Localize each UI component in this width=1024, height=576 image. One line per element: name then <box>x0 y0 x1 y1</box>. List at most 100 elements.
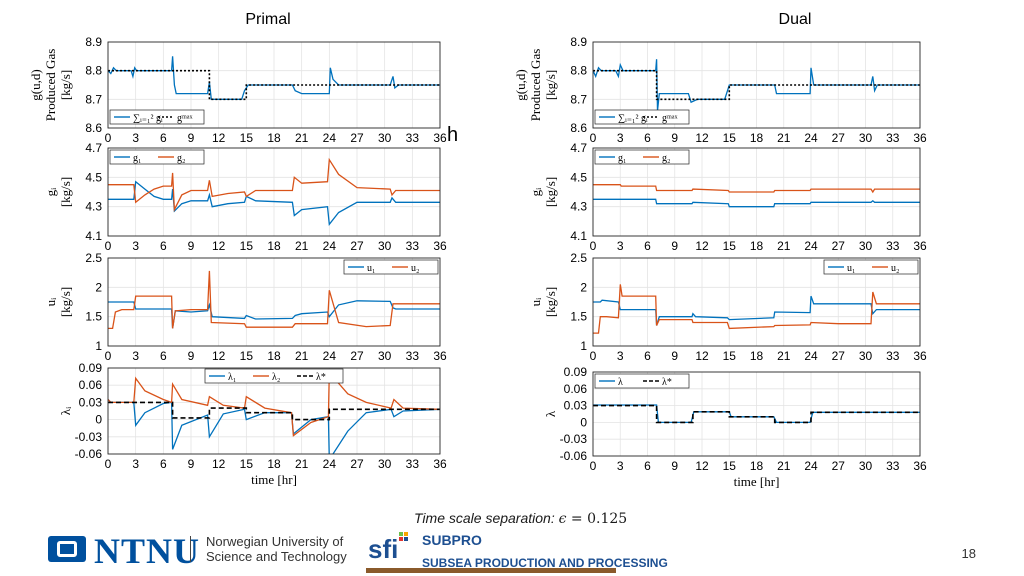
primal-gi-xtick-label: 0 <box>105 239 112 253</box>
primal-ui-ytick-label: 2 <box>95 280 102 294</box>
dual-gi-xtick-label: 21 <box>777 239 791 253</box>
dual-gas-ytick-label: 8.9 <box>570 35 587 49</box>
primal-gi-xtick-label: 9 <box>188 239 195 253</box>
primal-gi-xtick-label: 6 <box>160 239 167 253</box>
dual-gas-xtick-label: 24 <box>804 131 818 145</box>
primal-gi-ylabel: [kg/s] <box>58 177 73 207</box>
epsilon-symbol: ϵ <box>558 511 567 527</box>
subpro-subtitle: SUBSEA PRODUCTION AND PROCESSING <box>422 556 668 570</box>
dual-gas-ytick-label: 8.6 <box>570 121 587 135</box>
dual-gas-ytick-label: 8.7 <box>570 92 587 106</box>
dual-gi-legend: g₁ g₂ <box>594 149 690 165</box>
primal-gas-xtick-label: 0 <box>105 131 112 145</box>
primal-column-title: Primal <box>245 11 290 28</box>
primal-lambda-xtick-label: 15 <box>240 457 254 471</box>
primal-ui-legend-box <box>343 259 439 275</box>
primal-gas-xtick-label: 21 <box>295 131 309 145</box>
dual-gas-legend-label: ∑ᵢ₌₁² gᵢ <box>618 113 648 124</box>
primal-lambda-xtick-label: 30 <box>378 457 392 471</box>
dual-lambda-ylabel: λ <box>543 410 558 417</box>
primal-ui-xtick-label: 27 <box>350 349 364 363</box>
primal-gi-xtick-label: 12 <box>212 239 226 253</box>
primal-gas-series-g-max <box>108 69 440 101</box>
primal-gas-xtick-label: 15 <box>240 131 254 145</box>
primal-lambda-xtick-label: 18 <box>267 457 281 471</box>
primal-ui-xtick-label: 12 <box>212 349 226 363</box>
primal-ui-xtick-label: 15 <box>240 349 254 363</box>
dual-lambda-ytick-label: -0.06 <box>560 449 588 463</box>
primal-lambda-xtick-label: 9 <box>188 457 195 471</box>
primal-ui-xtick-label: 30 <box>378 349 392 363</box>
ntnu-wordmark: NTNU <box>94 531 201 571</box>
dual-lambda-xtick-label: 36 <box>913 459 927 473</box>
primal-lambda-xtick-label: 33 <box>406 457 420 471</box>
primal-gas-ytick-label: 8.7 <box>85 92 102 106</box>
dual-lambda-xtick-label: 18 <box>750 459 764 473</box>
primal-gas-ytick-label: 8.8 <box>85 64 102 78</box>
dual-gi-ytick-label: 4.1 <box>570 229 587 243</box>
dual-ui-xtick-label: 9 <box>671 349 678 363</box>
primal-ui-legend-label: u₂ <box>411 263 420 274</box>
dual-gas-xtick-label: 9 <box>671 131 678 145</box>
dual-gi-legend-label: g₁ <box>618 153 627 164</box>
dual-gas-plot: 0 3 6 9 12 15 18 21 24 27 30 33 368.68.78.88.9g(u,d)… <box>513 35 927 145</box>
dual-gi-legend-label: g₂ <box>662 153 671 164</box>
dual-gas-xtick-label: 21 <box>777 131 791 145</box>
dual-gi-xtick-label: 30 <box>859 239 873 253</box>
primal-gi-xtick-label: 24 <box>323 239 337 253</box>
primal-gas-xtick-label: 36 <box>433 131 447 145</box>
primal-lambda-xtick-label: 3 <box>132 457 139 471</box>
primal-ui-ytick-label: 1 <box>95 339 102 353</box>
primal-gas-ytick-label: 8.6 <box>85 121 102 135</box>
primal-gi-legend: g₁ g₂ <box>109 149 205 165</box>
dual-gas-xtick-label: 33 <box>886 131 900 145</box>
primal-gi-xtick-label: 27 <box>350 239 364 253</box>
primal-lambda-series-lambda1 <box>108 399 440 454</box>
dual-gi-xtick-label: 3 <box>617 239 624 253</box>
primal-lambda-legend-label: λ* <box>316 372 326 383</box>
primal-lambda-xtick-label: 27 <box>350 457 364 471</box>
dual-lambda-legend-label: λ <box>618 377 623 388</box>
dual-ui-xtick-label: 24 <box>804 349 818 363</box>
dual-gas-xtick-label: 27 <box>832 131 846 145</box>
primal-lambda-plot: 0 3 6 9 12 15 18 21 24 27 30 33 36-0.06-0.0300.030.0… <box>58 361 447 487</box>
primal-gas-xtick-label: 30 <box>378 131 392 145</box>
dual-gas-frame <box>592 41 921 129</box>
primal-lambda-ytick-label: 0.03 <box>79 395 103 409</box>
primal-ui-frame <box>107 257 441 347</box>
dual-gas-ylabel: Produced Gas <box>528 49 543 122</box>
primal-gi-ytick-label: 4.5 <box>85 170 102 184</box>
dual-lambda-xtick-label: 0 <box>590 459 597 473</box>
primal-gi-legend-box <box>109 149 205 165</box>
primal-gi-xtick-label: 33 <box>406 239 420 253</box>
dual-lambda-xtick-label: 24 <box>804 459 818 473</box>
primal-gas-legend-label: ∑ᵢ₌₁² gᵢ <box>133 113 163 124</box>
dual-gi-plot: 0 3 6 9 12 15 18 21 24 27 30 33 364.14.34.54.7gᵢ [kg/… <box>528 141 927 253</box>
dual-lambda-xtick-label: 21 <box>777 459 791 473</box>
dual-gi-legend-box <box>594 149 690 165</box>
dual-ui-frame <box>592 257 921 347</box>
ntnu-university-line1: Norwegian University of <box>206 534 344 549</box>
ntnu-university-name: Norwegian University of Science and Tech… <box>206 534 347 564</box>
primal-ui-series-u2 <box>108 270 440 330</box>
primal-ui-ytick-label: 1.5 <box>85 310 102 324</box>
dual-lambda-xtick-label: 6 <box>644 459 651 473</box>
dual-gas-legend-label: gᵐᵃˣ <box>662 113 678 124</box>
dual-ui-legend: u₁ u₂ <box>823 259 919 275</box>
dual-gi-ylabel: [kg/s] <box>543 177 558 207</box>
primal-gas-legend-box <box>109 109 205 125</box>
primal-gas-xtick-label: 27 <box>350 131 364 145</box>
dual-gas-xtick-label: 12 <box>695 131 709 145</box>
dual-column-title: Dual <box>779 11 812 28</box>
dual-gi-ytick-label: 4.7 <box>570 141 587 155</box>
primal-ui-ylabel: uᵢ <box>43 297 58 307</box>
dual-lambda-ytick-label: 0.06 <box>564 382 588 396</box>
primal-lambda-series-lambda2 <box>108 370 440 437</box>
dual-lambda-xtick-label: 12 <box>695 459 709 473</box>
dual-gi-ytick-label: 4.5 <box>570 170 587 184</box>
primal-lambda-ytick-label: 0 <box>95 413 102 427</box>
stray-text: h <box>447 124 459 146</box>
dual-lambda-ytick-label: 0.09 <box>564 365 588 379</box>
dual-gi-series-g1 <box>593 198 920 208</box>
